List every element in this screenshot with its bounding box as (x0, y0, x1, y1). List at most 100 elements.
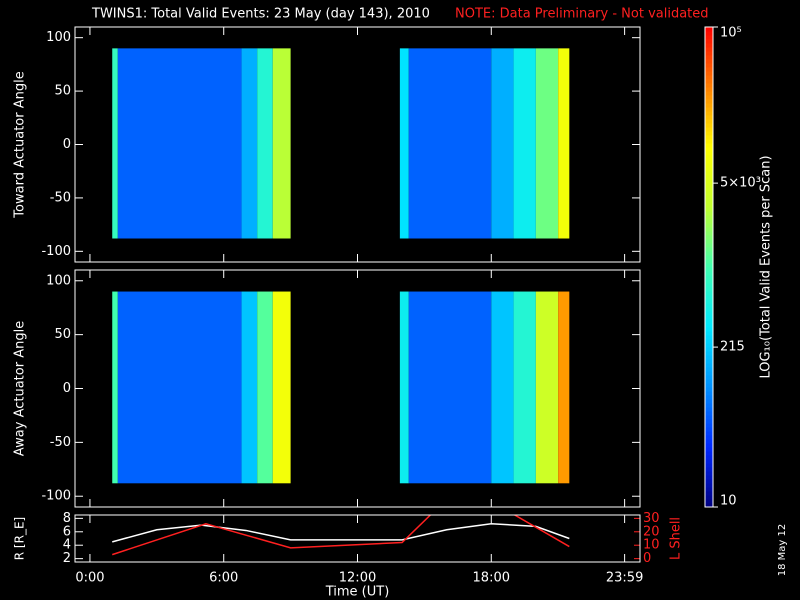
colorbar-strip (705, 127, 713, 132)
y2-axis-label: L Shell (669, 517, 684, 560)
colorbar-strip (705, 295, 713, 300)
colorbar-strip (705, 175, 713, 180)
colorbar-strip (705, 151, 713, 156)
colorbar-strip (705, 407, 713, 412)
colorbar-strip (705, 75, 713, 80)
colorbar-strip (705, 419, 713, 424)
note: NOTE: Data Preliminary - Not validated (455, 7, 709, 22)
y-tick-label: 50 (54, 327, 71, 342)
y-axis-label: Toward Actuator Angle (13, 71, 28, 218)
colorbar-tick-label: 10 (720, 494, 737, 509)
colorbar-strip (705, 311, 713, 316)
y2-tick-label: 30 (643, 511, 660, 526)
colorbar-strip (705, 491, 713, 496)
colorbar-strip (705, 239, 713, 244)
colorbar-strip (705, 479, 713, 484)
colorbar-strip (705, 71, 713, 76)
colorbar-strip (705, 259, 713, 264)
colorbar-strip (705, 355, 713, 360)
heatmap-cell (535, 48, 559, 239)
y2-tick-label: 10 (643, 538, 660, 553)
colorbar-strip (705, 203, 713, 208)
heatmap-cell (117, 48, 242, 239)
colorbar-strip (705, 463, 713, 468)
colorbar-strip (705, 495, 713, 500)
colorbar-strip (705, 91, 713, 96)
colorbar-strip (705, 283, 713, 288)
colorbar-strip (705, 207, 713, 212)
colorbar-strip (705, 79, 713, 84)
colorbar-strip (705, 115, 713, 120)
heatmap-cell (491, 48, 514, 239)
heatmap-cell (558, 291, 570, 484)
colorbar-strip (705, 471, 713, 476)
colorbar-strip (705, 39, 713, 44)
colorbar-strip (705, 467, 713, 472)
heatmap-cell (112, 48, 118, 239)
colorbar-strip (705, 83, 713, 88)
heatmap-cell (399, 48, 409, 239)
y-tick-label: 50 (54, 84, 71, 99)
colorbar-tick-label: 5×10³ (720, 176, 761, 191)
colorbar-strip (705, 223, 713, 228)
heatmap-cell (513, 291, 536, 484)
y-tick-label: 4 (63, 538, 71, 553)
x-tick-label: 6:00 (209, 571, 238, 586)
heatmap-cell (257, 291, 273, 484)
colorbar-strip (705, 135, 713, 140)
colorbar-strip (705, 227, 713, 232)
colorbar-strip (705, 403, 713, 408)
colorbar-strip (705, 327, 713, 332)
colorbar-strip (705, 107, 713, 112)
y-tick-label: 100 (46, 273, 71, 288)
colorbar-strip (705, 187, 713, 192)
colorbar-strip (705, 147, 713, 152)
colorbar-strip (705, 487, 713, 492)
colorbar-strip (705, 427, 713, 432)
heatmap-cell (272, 291, 291, 484)
chart-title: TWINS1: Total Valid Events: 23 May (day … (91, 7, 430, 22)
colorbar-strip (705, 275, 713, 280)
colorbar-strip (705, 503, 713, 508)
colorbar-strip (705, 123, 713, 128)
colorbar-strip (705, 459, 713, 464)
colorbar-strip (705, 379, 713, 384)
colorbar-strip (705, 319, 713, 324)
colorbar-tick-label: 215 (720, 340, 745, 355)
colorbar-frame (704, 26, 714, 508)
colorbar-strip (705, 43, 713, 48)
colorbar-strip (705, 331, 713, 336)
colorbar-strip (705, 291, 713, 296)
date-stamp: 18 May 12 (777, 524, 788, 576)
colorbar-strip (705, 255, 713, 260)
line-series (112, 515, 570, 556)
x-axis-label: Time (UT) (325, 585, 390, 600)
colorbar-strip (705, 499, 713, 504)
heatmap-cell (491, 291, 514, 484)
colorbar-strip (705, 63, 713, 68)
colorbar-strip (705, 111, 713, 116)
colorbar-strip (705, 211, 713, 216)
y-tick-label: 0 (63, 137, 71, 152)
heatmap-cell (399, 291, 409, 484)
colorbar-strip (705, 423, 713, 428)
colorbar-strip (705, 279, 713, 284)
heatmap-cell (272, 48, 291, 239)
y-tick-label: -50 (50, 190, 71, 205)
y-tick-label: 0 (63, 381, 71, 396)
colorbar-strip (705, 55, 713, 60)
colorbar-strip (705, 219, 713, 224)
colorbar-strip (705, 191, 713, 196)
y-axis-label: Away Actuator Angle (13, 321, 28, 456)
colorbar-strip (705, 447, 713, 452)
colorbar-strip (705, 411, 713, 416)
colorbar-strip (705, 431, 713, 436)
colorbar-strip (705, 27, 713, 32)
colorbar-strip (705, 287, 713, 292)
colorbar-strip (705, 335, 713, 340)
colorbar-strip (705, 395, 713, 400)
colorbar-strip (705, 391, 713, 396)
colorbar-strip (705, 359, 713, 364)
colorbar-strip (705, 387, 713, 392)
y-tick-label: 100 (46, 30, 71, 45)
